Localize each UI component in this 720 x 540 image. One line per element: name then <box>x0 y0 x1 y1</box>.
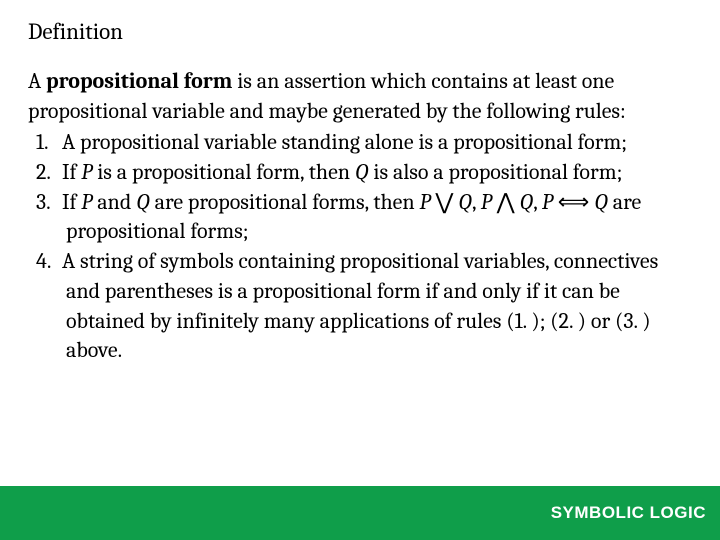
slide-content: Definition A propositional form is an as… <box>0 0 720 366</box>
rule-text: is also a propositional form; <box>369 159 623 185</box>
math-variable: Q <box>355 159 369 185</box>
rule-item: 3.If P and Q are propositional forms, th… <box>28 188 692 247</box>
rule-text: If <box>62 189 81 215</box>
math-variable: P <box>481 189 492 215</box>
rule-text: , <box>472 189 481 215</box>
rule-text: ⋀ <box>492 189 520 215</box>
rule-text: ⟺ <box>553 189 594 215</box>
rule-text: If <box>62 159 81 185</box>
intro-bold-term: propositional form <box>46 68 232 94</box>
intro-prefix: A <box>28 68 46 94</box>
slide: Definition A propositional form is an as… <box>0 0 720 540</box>
rule-number: 4. <box>36 247 62 277</box>
rule-text: ⋁ <box>431 189 459 215</box>
footer-label: SYMBOLIC LOGIC <box>551 503 706 523</box>
math-variable: P <box>419 189 430 215</box>
rule-number: 3. <box>36 188 62 218</box>
rule-text: A propositional variable standing alone … <box>62 129 627 155</box>
math-variable: P <box>81 189 92 215</box>
footer-bar: SYMBOLIC LOGIC <box>0 486 720 540</box>
math-variable: Q <box>520 189 534 215</box>
math-variable: Q <box>594 189 608 215</box>
rule-number: 2. <box>36 158 62 188</box>
math-variable: P <box>542 189 553 215</box>
rule-text: and <box>92 189 136 215</box>
rule-text: is a propositional form, then <box>92 159 355 185</box>
rule-text: are propositional forms, then <box>150 189 420 215</box>
intro-paragraph: A propositional form is an assertion whi… <box>28 67 692 126</box>
rule-item: 4.A string of symbols containing proposi… <box>28 247 692 366</box>
rule-text: A string of symbols containing propositi… <box>62 248 658 363</box>
math-variable: Q <box>136 189 150 215</box>
rule-item: 2.If P is a propositional form, then Q i… <box>28 158 692 188</box>
math-variable: Q <box>458 189 472 215</box>
definition-heading: Definition <box>28 18 692 45</box>
rule-number: 1. <box>36 128 62 158</box>
rule-item: 1.A propositional variable standing alon… <box>28 128 692 158</box>
rules-list: 1.A propositional variable standing alon… <box>28 128 692 366</box>
body-text: A propositional form is an assertion whi… <box>28 67 692 366</box>
rule-text: , <box>533 189 542 215</box>
math-variable: P <box>81 159 92 185</box>
